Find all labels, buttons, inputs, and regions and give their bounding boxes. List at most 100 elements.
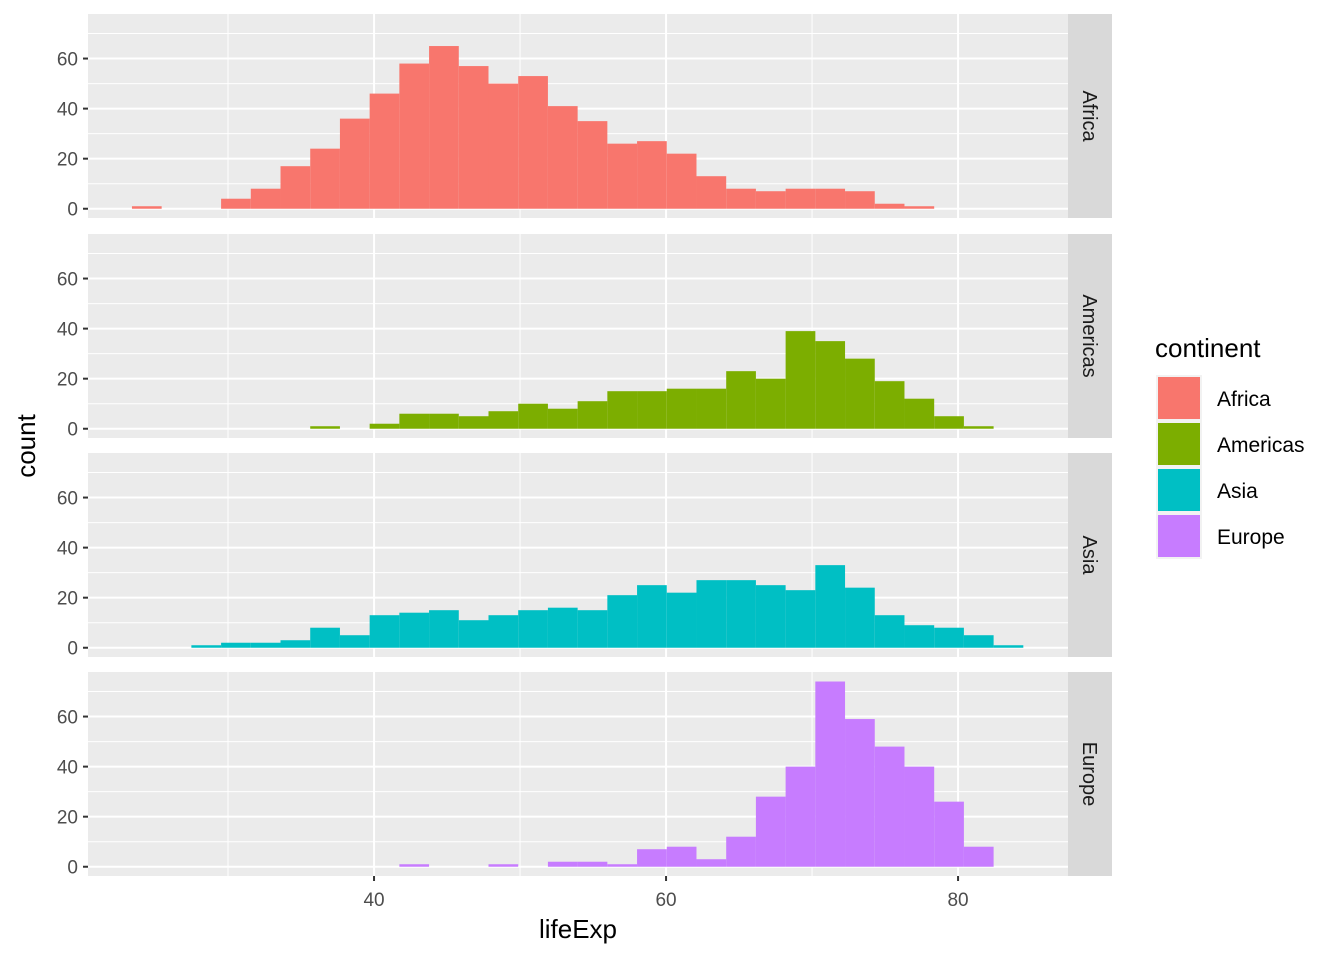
y-tick-label: 0	[67, 858, 78, 879]
facet-strip	[1068, 234, 1112, 438]
legend: continent Africa Americas Asia Europe	[1155, 333, 1305, 559]
histogram-bar	[755, 378, 786, 429]
histogram-bar	[577, 861, 608, 867]
facet-strip-label: Africa	[1078, 90, 1100, 142]
histogram-bar	[221, 198, 251, 209]
y-tick-label: 0	[67, 200, 78, 221]
histogram-bar	[399, 63, 430, 209]
histogram-bar	[963, 846, 994, 867]
histogram-bar	[696, 176, 727, 209]
histogram-bar	[607, 391, 638, 429]
histogram-bar	[547, 861, 578, 867]
panel-americas: 0 20 40 60 Americas	[57, 234, 1112, 441]
histogram-bar	[845, 358, 875, 429]
histogram-bar	[488, 83, 519, 209]
panel-africa: 0 20 40 60 Africa	[57, 14, 1112, 221]
histogram-bar	[934, 416, 964, 429]
histogram-bar	[518, 76, 548, 209]
histogram-bar	[637, 849, 667, 867]
histogram-bar	[785, 331, 816, 429]
y-tick-label: 0	[67, 420, 78, 441]
histogram-bar	[339, 635, 370, 648]
legend-label: Americas	[1217, 434, 1305, 457]
histogram-bar	[726, 580, 756, 648]
y-tick-label: 20	[57, 589, 78, 610]
histogram-bar	[607, 143, 638, 209]
histogram-bar	[458, 66, 489, 209]
x-tick-label: 80	[947, 890, 968, 911]
histogram-bar	[488, 411, 519, 429]
histogram-bar	[815, 341, 846, 429]
histogram-bar	[785, 590, 816, 648]
histogram-bar	[429, 46, 459, 209]
histogram-bar	[369, 615, 400, 648]
histogram-bar	[904, 625, 935, 648]
histogram-bar	[429, 413, 459, 429]
legend-swatch-europe	[1158, 515, 1200, 557]
histogram-bar	[934, 801, 964, 867]
histogram-bar	[934, 627, 964, 648]
histogram-bar	[131, 206, 162, 209]
histogram-bar	[845, 191, 875, 209]
histogram-bar	[666, 592, 697, 648]
histogram-bar	[845, 587, 875, 648]
histogram-bar	[637, 585, 667, 648]
histogram-bar	[963, 426, 994, 429]
histogram-bar	[785, 766, 816, 867]
histogram-bar	[488, 615, 519, 648]
histogram-bar	[815, 681, 846, 867]
histogram-bar	[874, 746, 905, 867]
histogram-bar	[547, 607, 578, 648]
y-tick-label: 60	[57, 489, 78, 510]
histogram-bar	[904, 766, 935, 867]
facet-strip-label: Americas	[1078, 294, 1100, 377]
y-tick-label: 20	[57, 150, 78, 171]
y-tick-label: 60	[57, 50, 78, 71]
histogram-bar	[874, 381, 905, 429]
y-tick-label: 60	[57, 270, 78, 291]
histogram-bar	[755, 796, 786, 867]
histogram-bar	[666, 846, 697, 867]
histogram-bar	[666, 153, 697, 209]
legend-title: continent	[1155, 333, 1261, 363]
histogram-bar	[458, 416, 489, 429]
histogram-bar	[280, 640, 311, 648]
histogram-bar	[637, 391, 667, 429]
x-axis-title: lifeExp	[539, 914, 617, 944]
histogram-bar	[607, 864, 638, 867]
histogram-bar	[755, 585, 786, 648]
histogram-bar	[785, 188, 816, 209]
facet-strip	[1068, 672, 1112, 876]
histogram-bar	[904, 398, 935, 429]
y-axis-title: count	[11, 413, 41, 477]
x-tick-label: 60	[655, 890, 676, 911]
y-tick-label: 0	[67, 639, 78, 660]
legend-swatch-africa	[1158, 377, 1200, 419]
histogram-bar	[547, 408, 578, 429]
histogram-bar	[547, 106, 578, 209]
y-tick-label: 20	[57, 808, 78, 829]
histogram-bar	[577, 401, 608, 429]
histogram-bar	[845, 719, 875, 867]
panel-asia: 0 20 40 60 Asia	[57, 453, 1112, 660]
panel-europe: 0 20 40 60 Europe	[57, 672, 1112, 879]
legend-label: Africa	[1217, 388, 1271, 411]
legend-swatch-americas	[1158, 423, 1200, 465]
histogram-bar	[369, 423, 400, 429]
legend-label: Europe	[1217, 526, 1285, 549]
histogram-bar	[963, 635, 994, 648]
histogram-bar	[399, 413, 430, 429]
histogram-bar	[696, 859, 727, 867]
legend-label: Asia	[1217, 480, 1258, 503]
facet-strip	[1068, 453, 1112, 657]
histogram-bar	[310, 148, 340, 209]
facet-strip-label: Asia	[1078, 536, 1100, 576]
histogram-bar	[696, 580, 727, 648]
histogram-bar	[399, 612, 430, 648]
y-tick-label: 40	[57, 320, 78, 341]
histogram-bar	[250, 188, 281, 209]
histogram-bar	[874, 615, 905, 648]
histogram-bar	[577, 121, 608, 209]
histogram-bar	[993, 645, 1024, 648]
